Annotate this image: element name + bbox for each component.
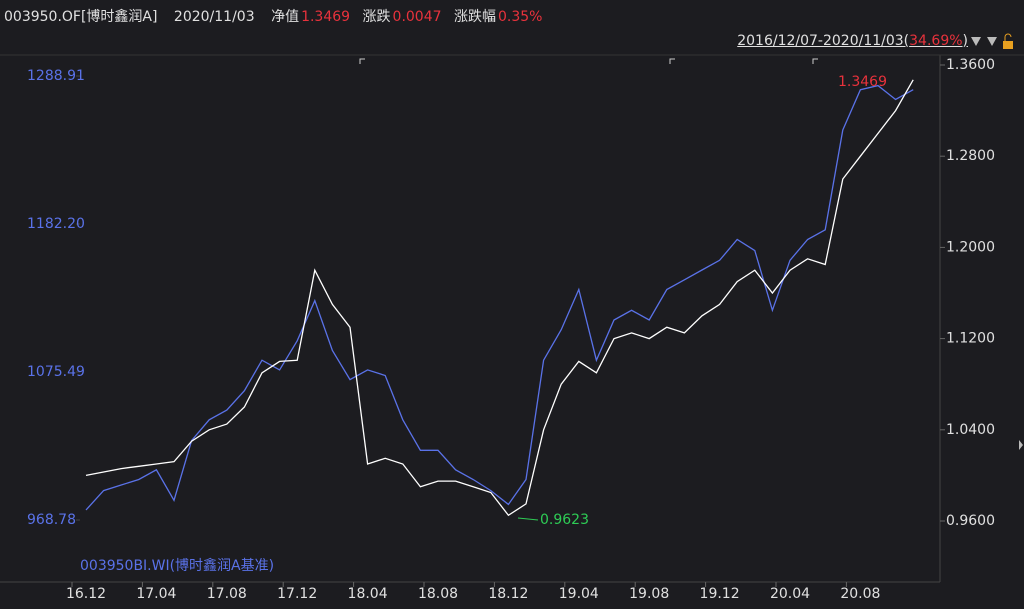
- x-tick-label: 18.04: [348, 586, 388, 602]
- series-line: [85, 84, 914, 511]
- dropdown-icon[interactable]: [971, 37, 981, 46]
- lock-icon[interactable]: [1003, 41, 1013, 49]
- marker: [669, 58, 675, 64]
- value: 1.3469: [301, 9, 351, 25]
- annotation-leader: [517, 517, 539, 521]
- x-tick-label: 19.12: [700, 586, 740, 602]
- y-tick-label: 1288.91: [27, 68, 85, 84]
- y2-tick-label: 1.0400: [946, 422, 995, 438]
- y2-tick-label: 1.2800: [946, 148, 995, 164]
- range-pct: 34.69%: [909, 33, 963, 49]
- marker: [359, 58, 365, 64]
- y-tick-label: 1075.49: [27, 364, 85, 380]
- y2-tick-label: 1.2000: [946, 239, 995, 255]
- x-tick-label: 19.04: [559, 586, 599, 602]
- marker: [812, 58, 818, 64]
- x-tick-label: 18.12: [488, 586, 528, 602]
- range-text: 2016/12/07-2020/11/03(: [737, 33, 910, 49]
- x-tick-label: 20.08: [840, 586, 880, 602]
- date: 2020/11/03: [173, 9, 255, 25]
- label: 净值: [271, 9, 300, 25]
- range-text: ): [962, 33, 968, 49]
- value: 0.0047: [392, 9, 442, 25]
- annotation: 1.3469: [838, 74, 887, 90]
- range[interactable]: 2016/12/07-2020/11/03(34.69%): [737, 33, 968, 49]
- x-tick-label: 17.08: [207, 586, 247, 602]
- label: 涨跌: [362, 9, 391, 25]
- x-tick-label: 17.12: [277, 586, 317, 602]
- x-tick-label: 17.04: [136, 586, 176, 602]
- header: 003950.OF[博时鑫润A] 2020/11/03 净值 1.3469 涨跌 0…: [4, 6, 544, 26]
- series-line: [85, 79, 914, 517]
- value: 0.35%: [497, 9, 543, 25]
- x-tick-label: 18.08: [418, 586, 458, 602]
- lock-shackle: [1004, 33, 1012, 41]
- x-tick-label: 16.12: [66, 586, 106, 602]
- y2-tick-label: 1.1200: [946, 331, 995, 347]
- annotation: 0.9623: [540, 512, 589, 528]
- legend-entry: 003950BI.WI(博时鑫润A基准): [80, 557, 274, 574]
- y-tick-label: 968.78: [27, 512, 76, 528]
- x-tick-label: 20.04: [770, 586, 810, 602]
- fund-code: 003950.OF[博时鑫润A]: [4, 9, 158, 25]
- y-tick-label: 1182.20: [27, 216, 85, 232]
- y2-tick-label: 0.9600: [946, 513, 995, 529]
- expand-arrow[interactable]: [1019, 440, 1023, 450]
- y2-tick-label: 1.3600: [946, 57, 995, 73]
- dropdown-icon[interactable]: [987, 37, 997, 46]
- x-tick-label: 19.08: [629, 586, 669, 602]
- label: 涨跌幅: [453, 9, 496, 25]
